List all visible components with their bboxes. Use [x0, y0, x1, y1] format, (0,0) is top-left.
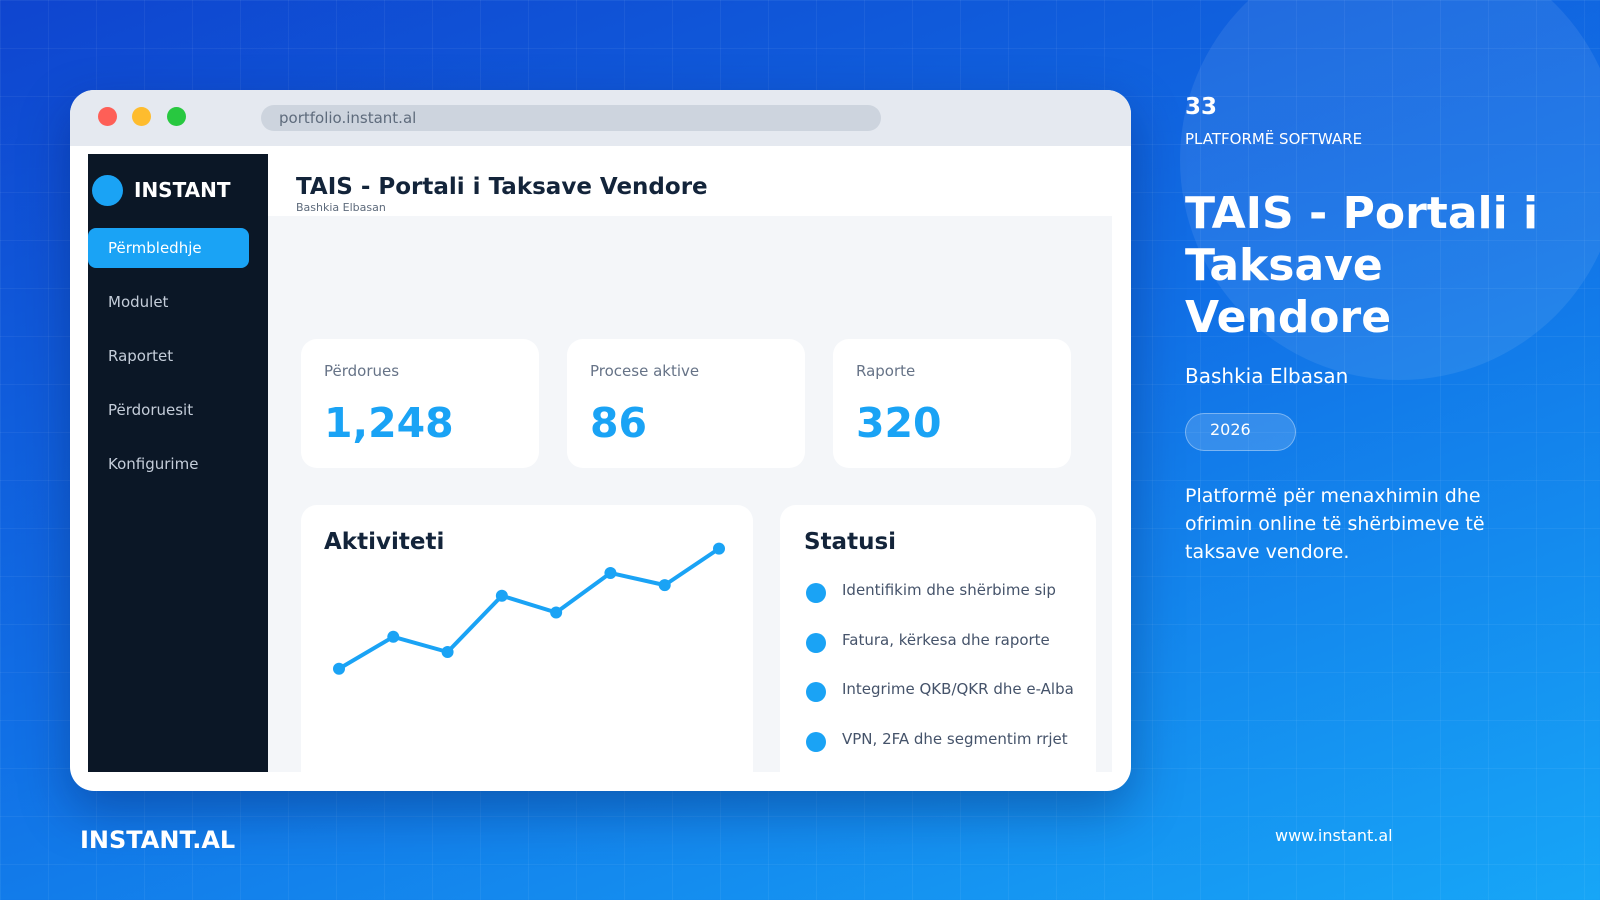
- browser-window: portfolio.instant.al INSTANT Përmbledhje…: [70, 90, 1131, 791]
- stat-value: 320: [856, 399, 942, 447]
- stat-value: 1,248: [324, 399, 454, 447]
- status-dot: [806, 682, 826, 702]
- nav-item[interactable]: Raportet: [108, 347, 174, 365]
- client: Bashkia Elbasan: [1185, 364, 1349, 388]
- title-bar: portfolio.instant.al: [70, 90, 1131, 146]
- status-card: Statusi Identifikim dhe shërbime sip Fatu…: [780, 505, 1096, 791]
- nav-item[interactable]: Përmbledhje: [88, 228, 249, 268]
- stat-card: Procese aktive 86: [567, 339, 805, 468]
- stat-label: Raporte: [856, 362, 916, 380]
- maximize-button[interactable]: [167, 107, 186, 126]
- activity-point: [333, 662, 345, 675]
- brand: INSTANT.AL: [80, 826, 236, 854]
- activity-point: [441, 646, 454, 658]
- close-button[interactable]: [98, 107, 117, 126]
- logo-text: INSTANT: [134, 178, 231, 202]
- activity-chart: [333, 542, 725, 675]
- status-dot: [806, 632, 826, 653]
- activity-point: [604, 566, 617, 579]
- status-dot: [806, 583, 826, 603]
- nav-item[interactable]: Konfigurime: [108, 455, 199, 473]
- slide-number: 33: [1185, 94, 1218, 120]
- stat-label: Përdorues: [324, 362, 400, 380]
- nav-item[interactable]: Përdoruesit: [108, 401, 194, 419]
- logo-icon: [92, 175, 123, 206]
- main-area: TAIS - Portali i Taksave Vendore Bashkia…: [268, 154, 1112, 791]
- stat-value: 86: [590, 399, 648, 447]
- activity-point: [387, 630, 400, 643]
- activity-point: [550, 606, 563, 619]
- status-dot: [806, 731, 826, 752]
- sidebar: INSTANT Përmbledhje Modulet Raportet Përdor…: [88, 154, 268, 772]
- app-header: TAIS - Portali i Taksave Vendore Bashkia…: [268, 154, 1112, 216]
- stat-card: Përdorues 1,248: [301, 339, 539, 468]
- slide-title: TAIS - Portali i Taksave Vendore: [1185, 188, 1539, 343]
- minimize-button[interactable]: [132, 107, 151, 126]
- description: Platformë për menaxhimin dhe ofrimin onl…: [1185, 485, 1485, 563]
- card-title: Statusi: [804, 529, 897, 555]
- activity-point: [713, 542, 725, 555]
- category: PLATFORMË SOFTWARE: [1185, 130, 1363, 148]
- app-title: TAIS - Portali i Taksave Vendore: [296, 174, 708, 200]
- status-item: Integrime QKB/QKR dhe e-Alba: [842, 680, 1074, 698]
- nav-item[interactable]: Modulet: [108, 293, 169, 311]
- activity-point: [658, 579, 671, 592]
- activity-card: Aktiviteti: [301, 505, 753, 791]
- status-item: VPN, 2FA dhe segmentim rrjet: [842, 729, 1068, 748]
- url-bar[interactable]: portfolio.instant.al: [261, 105, 881, 131]
- activity-line: [337, 546, 721, 671]
- app-subtitle: Bashkia Elbasan: [296, 201, 386, 214]
- stat-label: Procese aktive: [590, 362, 700, 380]
- year-badge: 2026: [1185, 413, 1296, 451]
- decor-circle: [1180, 0, 1600, 380]
- activity-point: [495, 589, 508, 602]
- status-item: Fatura, kërkesa dhe raporte: [842, 630, 1050, 649]
- status-item: Identifikim dhe shërbime sip: [842, 581, 1056, 599]
- stat-card: Raporte 320: [833, 339, 1071, 468]
- website[interactable]: www.instant.al: [1275, 826, 1393, 845]
- card-title: Aktiviteti: [324, 529, 445, 555]
